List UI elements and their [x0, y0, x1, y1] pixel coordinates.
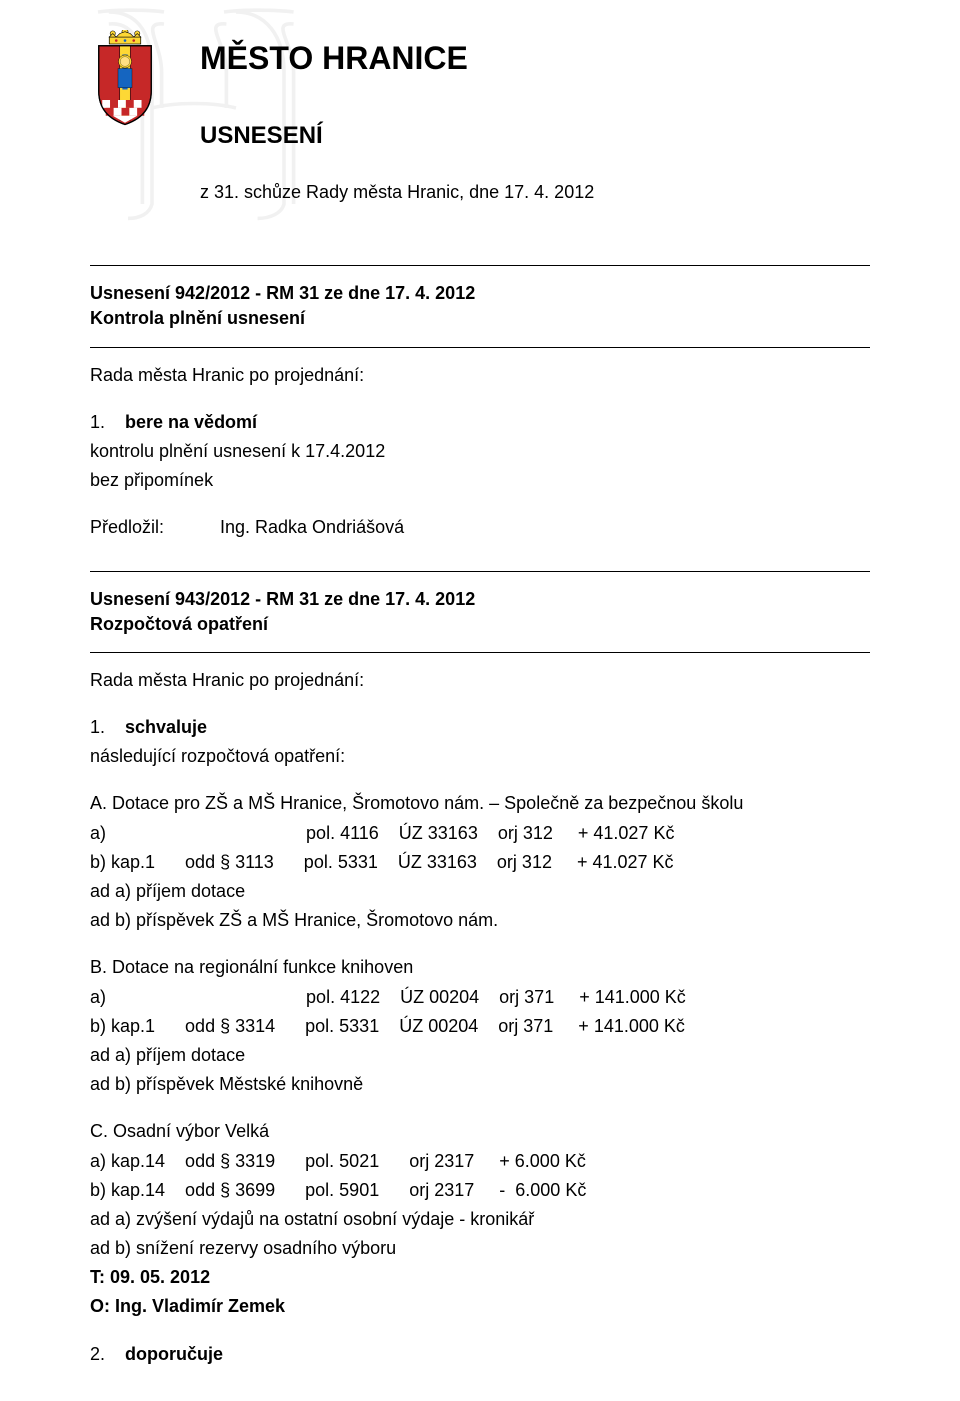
- body-line: následující rozpočtová opatření:: [90, 744, 870, 769]
- budget-line: a) pol. 4116 ÚZ 33163 orj 312 + 41.027 K…: [90, 821, 870, 846]
- subsection-title: C. Osadní výbor Velká: [90, 1119, 870, 1144]
- budget-line: b) kap.1 odd § 3113 pol. 5331 ÚZ 33163 o…: [90, 850, 870, 875]
- resolution-heading: Usnesení 942/2012 - RM 31 ze dne 17. 4. …: [90, 281, 870, 306]
- submitted-by-row: Předložil: Ing. Radka Ondriášová: [90, 515, 870, 540]
- intro-line: Rada města Hranic po projednání:: [90, 668, 870, 693]
- subsection-title: B. Dotace na regionální funkce knihoven: [90, 955, 870, 980]
- note-line: ad b) příspěvek ZŠ a MŠ Hranice, Šromoto…: [90, 908, 870, 933]
- resolution-section-2-body: Rada města Hranic po projednání: 1. schv…: [90, 668, 870, 1367]
- page: MĚSTO HRANICE USNESENÍ z 31. schůze Rady…: [0, 0, 960, 1401]
- deadline-line: T: 09. 05. 2012: [90, 1265, 870, 1290]
- city-title: MĚSTO HRANICE: [200, 40, 870, 77]
- document-title: USNESENÍ: [200, 122, 870, 150]
- resolution-subject: Kontrola plnění usnesení: [90, 306, 870, 331]
- submitted-by-label: Předložil:: [90, 515, 220, 540]
- numbered-item: 2. doporučuje: [90, 1342, 870, 1367]
- responsible-line: O: Ing. Vladimír Zemek: [90, 1294, 870, 1319]
- numbered-item: 1. 1. bere na vědomíbere na vědomí: [90, 410, 870, 435]
- budget-line: a) kap.14 odd § 3319 pol. 5021 orj 2317 …: [90, 1149, 870, 1174]
- resolution-section-1-header: Usnesení 942/2012 - RM 31 ze dne 17. 4. …: [90, 265, 870, 347]
- city-crest-icon: [90, 30, 160, 131]
- note-line: ad a) příjem dotace: [90, 879, 870, 904]
- document-header: MĚSTO HRANICE USNESENÍ z 31. schůze Rady…: [90, 30, 870, 255]
- subsection-title: A. Dotace pro ZŠ a MŠ Hranice, Šromotovo…: [90, 791, 870, 816]
- body-line: bez připomínek: [90, 468, 870, 493]
- budget-line: a) pol. 4122 ÚZ 00204 orj 371 + 141.000 …: [90, 985, 870, 1010]
- budget-line: b) kap.14 odd § 3699 pol. 5901 orj 2317 …: [90, 1178, 870, 1203]
- resolution-section-2-header: Usnesení 943/2012 - RM 31 ze dne 17. 4. …: [90, 571, 870, 653]
- submitted-by-name: Ing. Radka Ondriášová: [220, 515, 404, 540]
- note-line: ad b) příspěvek Městské knihovně: [90, 1072, 870, 1097]
- note-line: ad a) zvýšení výdajů na ostatní osobní v…: [90, 1207, 870, 1232]
- budget-line: b) kap.1 odd § 3314 pol. 5331 ÚZ 00204 o…: [90, 1014, 870, 1039]
- resolution-heading: Usnesení 943/2012 - RM 31 ze dne 17. 4. …: [90, 587, 870, 612]
- body-line: kontrolu plnění usnesení k 17.4.2012: [90, 439, 870, 464]
- intro-line: Rada města Hranic po projednání:: [90, 363, 870, 388]
- resolution-subject: Rozpočtová opatření: [90, 612, 870, 637]
- note-line: ad a) příjem dotace: [90, 1043, 870, 1068]
- note-line: ad b) snížení rezervy osadního výboru: [90, 1236, 870, 1261]
- numbered-item: 1. schvaluje: [90, 715, 870, 740]
- resolution-section-1-body: Rada města Hranic po projednání: 1. 1. b…: [90, 363, 870, 541]
- meeting-info: z 31. schůze Rady města Hranic, dne 17. …: [200, 180, 870, 205]
